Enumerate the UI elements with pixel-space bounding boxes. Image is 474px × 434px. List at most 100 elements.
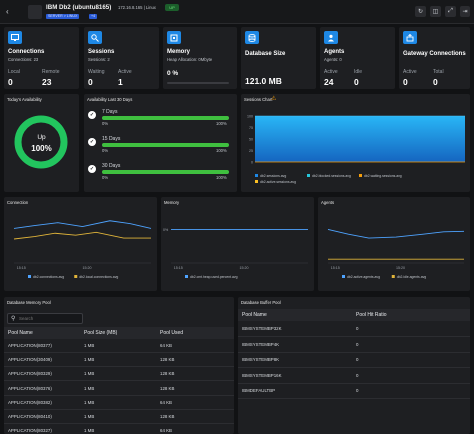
db-buffer-pool-card: Database Buffer Pool Pool Name Pool Hit R… <box>238 297 470 434</box>
table-cell: 1 MB <box>84 371 94 376</box>
y-tick-label: 100 <box>247 115 253 119</box>
availability-state: Up <box>4 134 79 141</box>
legend-swatch <box>255 180 258 183</box>
row-divider <box>238 398 470 399</box>
card-title: Connection <box>7 200 28 205</box>
field-value: 24 <box>324 77 333 87</box>
legend-swatch <box>74 275 77 278</box>
gateway-card[interactable]: Gateway Connections Active 0 Total 0 <box>399 27 470 89</box>
series-line <box>14 221 151 229</box>
save-icon[interactable]: ◫ <box>430 6 441 17</box>
page-title: IBM Db2 (ubuntu8165) <box>46 4 111 11</box>
table-cell: 0 <box>356 326 358 331</box>
memory-card[interactable]: Memory Heap Allocation: 0Mbyte 0 % <box>163 27 237 89</box>
legend-label: db2.local.connections.avg <box>79 275 118 279</box>
legend-label: db2.sessions.avg <box>260 174 286 178</box>
column-header[interactable]: Pool Name <box>8 330 33 336</box>
legend-swatch <box>359 174 362 177</box>
column-header[interactable]: Pool Name <box>242 312 267 318</box>
x-tick-label: 15:15 <box>17 266 26 270</box>
field-label: Active <box>403 69 417 75</box>
availability-ring <box>10 110 72 174</box>
row-divider <box>238 352 470 353</box>
y-tick-label: 75 <box>249 126 253 130</box>
share-icon[interactable]: ↻ <box>415 6 426 17</box>
card-title: Today's Availability <box>7 97 42 102</box>
table-cell: 64 KB <box>160 428 172 433</box>
card-title: Database Buffer Pool <box>241 300 281 305</box>
availability-label: 30 Days <box>102 163 120 169</box>
card-title: Agents <box>321 200 334 205</box>
field-label: Waiting <box>88 69 105 75</box>
x-tick-label: 15:20 <box>83 266 92 270</box>
availability-max: 100% <box>216 148 227 153</box>
availability-min: 0% <box>102 175 108 180</box>
field-value: 0 <box>403 77 408 87</box>
tag-server[interactable]: SERVER > LINUX <box>46 14 79 19</box>
agents-chart-card: Agents 15:15 15:20 db2.active.agents.avg db… <box>318 197 470 291</box>
back-icon[interactable]: ‹ <box>6 7 16 17</box>
availability-bar-fill <box>102 143 229 147</box>
sessions-icon <box>88 31 102 44</box>
legend-label: db2.active.sessions.avg <box>260 180 296 184</box>
exit-icon[interactable]: ⇥ <box>460 6 470 17</box>
table-cell: 0 <box>356 388 358 393</box>
card-title: Memory <box>164 200 179 205</box>
row-divider <box>4 352 234 353</box>
search-icon: ⚲ <box>11 315 15 322</box>
card-title: Sessions <box>88 49 114 55</box>
db-memory-pool-card: Database Memory Pool ⚲ Pool Name Pool Siz… <box>4 297 234 434</box>
connections-card[interactable]: Connections Connections: 23 Local 0 Remo… <box>4 27 79 89</box>
column-header[interactable]: Pool Hit Ratio <box>356 312 387 318</box>
memory-progress-track <box>167 82 229 84</box>
tag-more[interactable]: +4 <box>89 14 97 19</box>
legend-label: db2.waiting.sessions.avg <box>364 174 402 178</box>
field-value: 0 <box>88 77 93 87</box>
status-badge: UP <box>165 4 179 11</box>
x-tick-label: 15:20 <box>396 266 405 270</box>
availability-last-card: Availability Last 30 Days ✓ 7 Days 0% 100% ✓… <box>84 94 237 192</box>
table-cell: 64 KB <box>160 343 172 348</box>
legend-swatch <box>307 174 310 177</box>
field-value: 23 <box>42 77 51 87</box>
legend-label: db2.cmt.heap.used.percent.avg <box>190 275 238 279</box>
series-line <box>14 232 151 239</box>
today-availability-card: Today's Availability Up 100% <box>4 94 79 192</box>
table-cell: 128 KB <box>160 386 174 391</box>
expand-icon[interactable]: ⤢ <box>445 6 456 17</box>
availability-min: 0% <box>102 148 108 153</box>
sessions-card[interactable]: Sessions Sessions: 2 Waiting 0 Active 1 <box>84 27 159 89</box>
x-tick-label: 15:15 <box>331 266 340 270</box>
card-title: Memory <box>167 49 190 55</box>
column-header[interactable]: Pool Size (MB) <box>84 330 117 336</box>
series-line <box>328 229 464 238</box>
field-value: 0 <box>8 77 13 87</box>
y-tick-label: 25 <box>249 149 253 153</box>
memory-chart: 15:15 15:20 db2.cmt.heap.used.percent.avg 0… <box>161 207 314 291</box>
database-icon <box>245 31 259 44</box>
card-title: Gateway Connections <box>403 51 466 57</box>
row-divider <box>4 395 234 396</box>
table-cell: 1 MB <box>84 428 94 433</box>
check-icon: ✓ <box>88 111 96 119</box>
column-header[interactable]: Pool Used <box>160 330 183 336</box>
table-cell: 0 <box>356 373 358 378</box>
table-cell: IBMSYSTEMBP32K <box>242 326 282 331</box>
table-header <box>238 309 470 321</box>
table-cell: APPLICATION(80382) <box>8 400 52 405</box>
table-cell: IBMSYSTEMBP16K <box>242 373 282 378</box>
database-size-card[interactable]: Database Size 121.0 MB <box>241 27 316 89</box>
table-cell: APPLICATION(80377) <box>8 343 52 348</box>
agents-card[interactable]: Agents Agents: 0 Active 24 Idle 0 <box>320 27 395 89</box>
availability-min: 0% <box>102 121 108 126</box>
table-cell: APPLICATION(80410) <box>8 414 52 419</box>
search-input[interactable] <box>19 315 79 322</box>
row-divider <box>238 336 470 337</box>
table-cell: 128 KB <box>160 414 174 419</box>
search-box[interactable]: ⚲ <box>7 313 83 324</box>
field-label: Active <box>118 69 132 75</box>
field-label: Local <box>8 69 20 75</box>
table-cell: IBMDEFAULTBP <box>242 388 275 393</box>
card-sub: Agents: 0 <box>324 57 342 62</box>
legend-swatch <box>392 275 395 278</box>
